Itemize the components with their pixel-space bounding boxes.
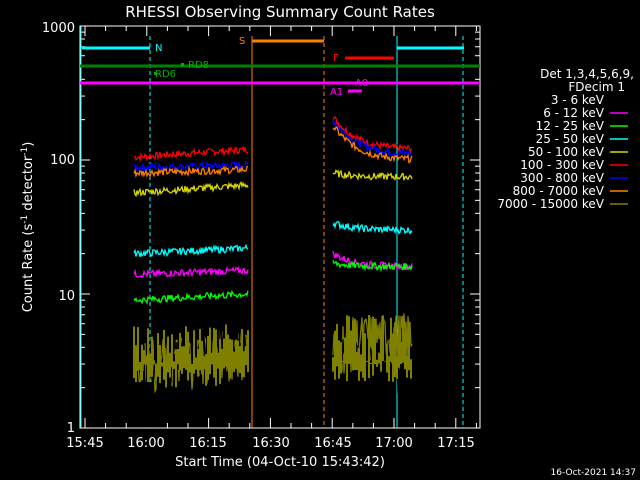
flag-label-a1: A1 [330, 87, 343, 98]
y-axis-label-mid: detector [21, 155, 36, 215]
x-tick-label-1545: 15:45 [66, 436, 103, 451]
x-axis-label: Start Time (04-Oct-10 15:43:42) [175, 455, 385, 470]
legend-label: 800 - 7000 keV [513, 184, 605, 198]
flag-label-a0: A0 [355, 78, 368, 89]
footer-timestamp: 16-Oct-2021 14:37 [551, 468, 636, 478]
x-tick-label-1700: 17:00 [375, 436, 412, 451]
series-trace-seg1 [133, 160, 249, 173]
flag-label-f: F [333, 53, 339, 64]
x-tick-label-1600: 16:00 [127, 436, 164, 451]
legend-label: 100 - 300 keV [520, 158, 604, 172]
legend-label: 25 - 50 keV [536, 132, 605, 146]
series-trace-seg2 [332, 119, 413, 158]
flag-label-s: S [239, 36, 245, 47]
y-axis-label: Count Rate (s-1 detector-1) [20, 142, 36, 313]
x-tick-label-1645: 16:45 [314, 436, 351, 451]
series-trace-seg2 [332, 220, 413, 235]
legend-label: 3 - 6 keV [551, 93, 605, 107]
legend-label: 6 - 12 keV [543, 106, 605, 120]
rd8-marker [181, 63, 184, 66]
series-trace-seg1 [133, 181, 249, 198]
plot-frame [79, 25, 481, 429]
series-trace-seg1 [133, 165, 249, 179]
x-tick-label-1715: 17:15 [437, 436, 474, 451]
flag-label-rd8: RD8 [188, 60, 209, 71]
series-trace-seg2 [332, 126, 413, 164]
legend-header-1: Det 1,3,4,5,6,9, [540, 67, 634, 81]
series-trace-seg1 [133, 265, 249, 279]
series-trace-seg2 [332, 169, 413, 181]
legend-label: 50 - 100 keV [528, 145, 605, 159]
flag-label-rd6: RD6 [155, 69, 176, 80]
legend-label: 7000 - 15000 keV [497, 197, 604, 211]
x-tick-label-1615: 16:15 [189, 436, 226, 451]
y-tick-label-1: 1 [67, 421, 75, 436]
y-axis-label-suffix: ) [21, 142, 36, 147]
flag-label-n: N [155, 43, 162, 54]
series-trace-seg1 [133, 289, 249, 305]
y-axis-label-sup2: -1 [20, 147, 30, 156]
series-trace-seg2 [332, 116, 413, 154]
series-trace-seg2 [332, 259, 413, 273]
legend-label: 300 - 800 keV [520, 171, 604, 185]
y-tick-label-1000: 1000 [42, 21, 75, 36]
legend-label: 12 - 25 keV [536, 119, 605, 133]
chart-title: RHESSI Observing Summary Count Rates [125, 3, 435, 21]
y-tick-label-100: 100 [50, 153, 75, 168]
y-axis-label-prefix: Count Rate (s [21, 224, 36, 313]
y-tick-label-10: 10 [58, 289, 75, 304]
series-trace-seg1 [133, 243, 249, 258]
series-trace-seg1 [133, 145, 249, 163]
rd6-marker [154, 72, 157, 75]
plot-marks: N S F RD8 RD6 A0 A1 [80, 26, 480, 429]
y-axis-label-sup1: -1 [20, 215, 30, 224]
x-tick-label-1630: 16:30 [252, 436, 289, 451]
legend-header-2: FDecim 1 [568, 80, 625, 94]
